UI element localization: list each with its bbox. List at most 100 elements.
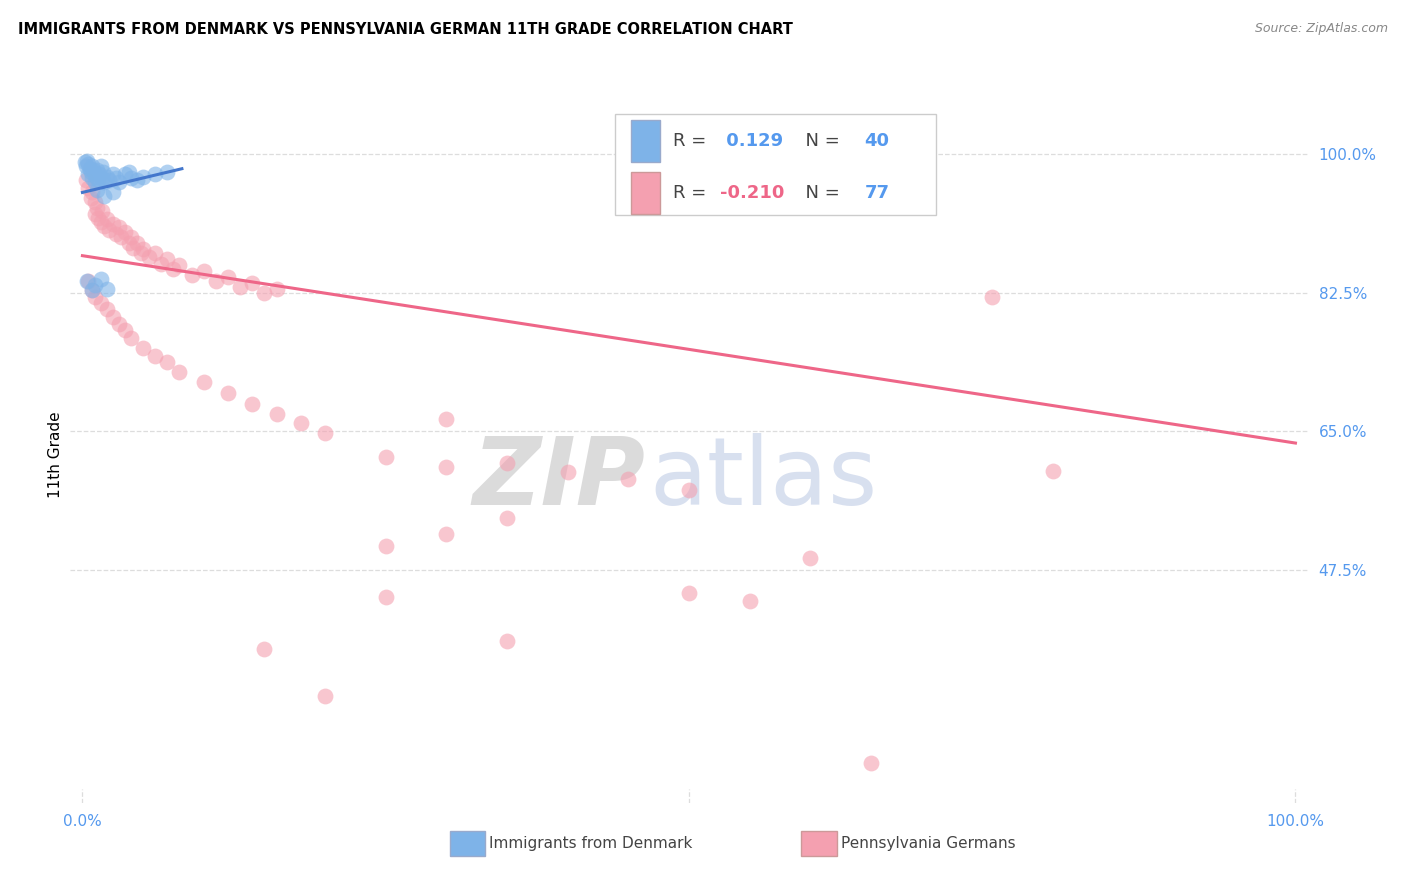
Point	[73, 155, 96, 169]
Point	[90, 159, 112, 173]
Point	[91, 165, 114, 179]
Point	[98, 173, 121, 187]
Point	[117, 235, 139, 250]
Point	[80, 191, 103, 205]
Text: R =: R =	[673, 132, 711, 150]
Point	[90, 272, 112, 286]
Point	[86, 201, 108, 215]
Point	[77, 274, 100, 288]
Point	[205, 274, 228, 288]
Point	[678, 586, 700, 600]
Point	[434, 527, 457, 541]
Point	[617, 472, 640, 486]
Text: ZIP: ZIP	[472, 434, 645, 525]
Point	[82, 163, 104, 178]
Point	[143, 167, 166, 181]
Point	[156, 165, 179, 179]
Point	[77, 167, 100, 181]
Point	[434, 412, 457, 426]
Point	[83, 207, 105, 221]
Point	[96, 282, 118, 296]
Point	[314, 425, 336, 440]
Point	[266, 407, 288, 421]
Point	[105, 227, 128, 241]
Point	[240, 276, 263, 290]
Point	[217, 386, 239, 401]
Point	[96, 169, 118, 184]
Point	[82, 159, 104, 173]
Point	[90, 215, 112, 229]
Bar	[631, 172, 661, 213]
Point	[240, 396, 263, 410]
Point	[101, 167, 124, 181]
Point	[169, 258, 191, 272]
Point	[75, 159, 97, 173]
Point	[125, 173, 148, 187]
Point	[143, 349, 166, 363]
Point	[132, 243, 155, 257]
Point	[93, 219, 115, 233]
Point	[314, 689, 336, 703]
Text: Source: ZipAtlas.com: Source: ZipAtlas.com	[1254, 22, 1388, 36]
Point	[75, 173, 97, 187]
Text: 77: 77	[865, 184, 890, 202]
Point	[79, 161, 101, 176]
Point	[169, 365, 191, 379]
Point	[84, 169, 107, 184]
Point	[108, 220, 131, 235]
Point	[678, 483, 700, 498]
Point	[96, 212, 118, 227]
Point	[193, 264, 215, 278]
Text: IMMIGRANTS FROM DENMARK VS PENNSYLVANIA GERMAN 11TH GRADE CORRELATION CHART: IMMIGRANTS FROM DENMARK VS PENNSYLVANIA …	[18, 22, 793, 37]
Point	[434, 459, 457, 474]
Point	[82, 284, 104, 298]
Point	[143, 246, 166, 260]
Point	[557, 466, 579, 480]
Point	[98, 222, 121, 236]
Text: R =: R =	[673, 184, 711, 202]
Text: Immigrants from Denmark: Immigrants from Denmark	[489, 837, 693, 851]
Point	[253, 285, 276, 300]
Point	[120, 331, 142, 345]
Point	[859, 756, 882, 771]
Point	[120, 230, 142, 244]
Point	[90, 171, 112, 186]
Point	[290, 417, 312, 431]
Point	[799, 550, 821, 565]
Point	[132, 341, 155, 355]
Point	[114, 225, 136, 239]
Point	[82, 171, 104, 186]
Point	[101, 310, 124, 324]
Point	[374, 539, 396, 553]
Point	[77, 180, 100, 194]
Point	[150, 257, 173, 271]
Point	[108, 175, 131, 189]
Y-axis label: 11th Grade: 11th Grade	[48, 411, 63, 499]
Point	[110, 230, 132, 244]
Text: Pennsylvania Germans: Pennsylvania Germans	[841, 837, 1015, 851]
Point	[496, 633, 519, 648]
Point	[83, 277, 105, 292]
Point	[981, 290, 1004, 304]
Point	[86, 163, 108, 178]
Point	[101, 217, 124, 231]
Point	[156, 252, 179, 266]
Point	[90, 296, 112, 310]
Point	[374, 591, 396, 605]
Point	[120, 171, 142, 186]
Text: N =: N =	[794, 132, 845, 150]
Point	[114, 323, 136, 337]
Point	[162, 262, 184, 277]
Point	[496, 511, 519, 525]
Bar	[614, 114, 936, 215]
Point	[1042, 464, 1064, 478]
Bar	[631, 120, 661, 162]
Point	[87, 211, 110, 225]
Point	[96, 301, 118, 316]
Point	[89, 167, 111, 181]
Point	[87, 173, 110, 187]
Point	[105, 171, 128, 186]
Point	[114, 167, 136, 181]
Point	[101, 186, 124, 200]
Text: N =: N =	[794, 184, 845, 202]
